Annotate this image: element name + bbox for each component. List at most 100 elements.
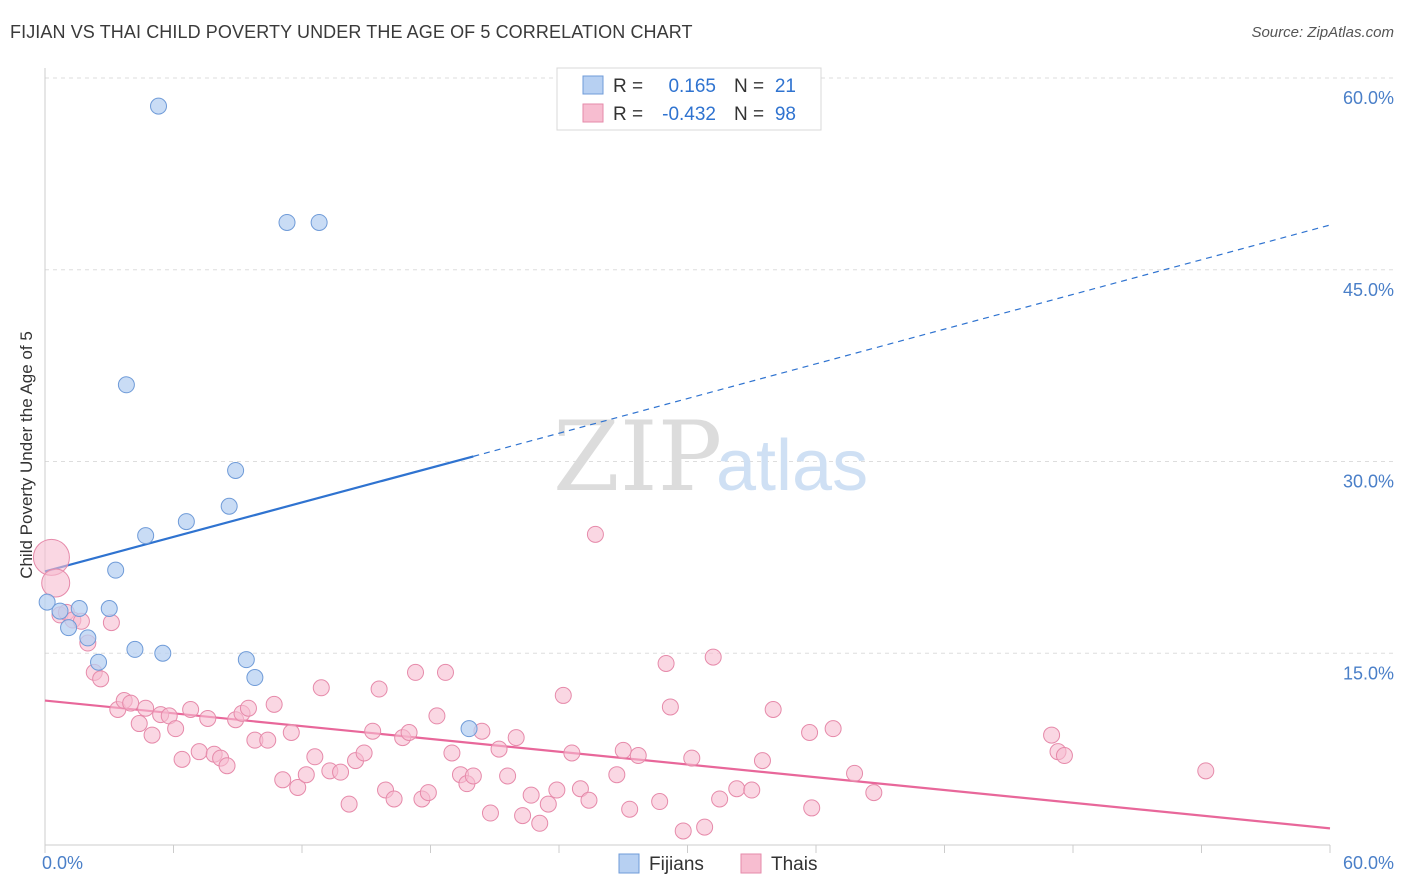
thais-point	[419, 784, 437, 802]
series-legend-swatch-thais	[740, 853, 762, 874]
thais-point	[629, 747, 647, 765]
thais-point	[436, 663, 454, 681]
legend-n-label-1: N =	[734, 76, 764, 97]
thais-point	[173, 750, 191, 768]
thais-point	[167, 720, 185, 738]
chart-title: FIJIAN VS THAI CHILD POVERTY UNDER THE A…	[10, 22, 693, 42]
thais-point	[481, 804, 499, 822]
fijians-point	[60, 619, 78, 637]
trend-lines	[44, 224, 1331, 830]
fijians-point	[70, 600, 88, 618]
thais-point	[580, 791, 598, 809]
thais-point	[282, 724, 300, 742]
thais-point	[464, 767, 482, 785]
thais-point	[182, 700, 200, 718]
fijians-point	[177, 513, 195, 531]
thais-point	[297, 766, 315, 784]
thais-point	[218, 757, 236, 775]
y-tick-labels: 15.0% 30.0% 45.0% 60.0%	[1343, 88, 1394, 683]
thais-point	[563, 744, 581, 762]
thais-point	[1055, 747, 1073, 765]
thais-point	[507, 729, 525, 747]
fijians-points	[38, 97, 478, 738]
x-tick-min: 0.0%	[42, 853, 83, 873]
thais-point	[130, 715, 148, 733]
thais-point	[554, 686, 572, 704]
thais-point	[407, 663, 425, 681]
thais-point	[651, 793, 669, 811]
thais-point	[846, 764, 864, 782]
thais-point	[400, 724, 418, 742]
thais-point	[137, 699, 155, 717]
thais-point	[614, 741, 632, 759]
thais-point	[764, 700, 782, 718]
fijians-point	[90, 653, 108, 671]
thais-point	[657, 654, 675, 672]
thais-point	[683, 749, 701, 767]
thais-point	[490, 740, 508, 758]
fijians-point	[150, 97, 168, 115]
thais-point	[803, 799, 821, 817]
thais-point	[586, 525, 604, 543]
thais-point	[661, 698, 679, 716]
thais-point	[340, 795, 358, 813]
thais-point	[711, 790, 729, 808]
thais-point	[522, 786, 540, 804]
thais-point	[265, 695, 283, 713]
thais-point	[728, 780, 746, 798]
thais-point	[621, 800, 639, 818]
thais-point	[143, 726, 161, 744]
thais-point	[1197, 762, 1215, 780]
legend-r-label-2: R =	[613, 104, 643, 125]
fijians-point	[137, 527, 155, 545]
thais-point	[289, 778, 307, 796]
fijians-point	[79, 629, 97, 647]
fijians-point	[246, 669, 264, 687]
fijians-point	[310, 213, 328, 231]
thais-points	[32, 525, 1215, 840]
fijians-point	[460, 720, 478, 738]
series-legend-swatch-fijians	[618, 853, 640, 874]
series-legend-label-fijians: Fijians	[649, 854, 704, 875]
fijians-point	[38, 593, 56, 611]
thais-point	[1043, 726, 1061, 744]
thais-point	[548, 781, 566, 799]
thais-point	[385, 790, 403, 808]
thais-point	[608, 766, 626, 784]
thais-point	[801, 724, 819, 742]
correlation-legend: R = 0.165 N = 21 R = -0.432 N = 98	[556, 67, 822, 131]
thais-point	[674, 822, 692, 840]
fijians-point	[100, 600, 118, 618]
thais-point	[122, 694, 140, 712]
y-axis-label: Child Poverty Under the Age of 5	[17, 331, 36, 579]
thais-point	[370, 680, 388, 698]
thais-point	[199, 709, 217, 727]
thais-point	[865, 784, 883, 802]
thais-point	[704, 648, 722, 666]
thais-point	[743, 781, 761, 799]
thais-point	[239, 699, 257, 717]
fijians-point	[51, 602, 69, 620]
thais-point	[753, 752, 771, 770]
legend-n-label-2: N =	[734, 104, 764, 125]
thais-point	[531, 814, 549, 832]
thais-point	[41, 568, 71, 598]
thais-point	[428, 707, 446, 725]
axes	[44, 68, 1331, 853]
watermark-atlas: atlas	[716, 426, 868, 506]
series-legend: Fijians Thais	[618, 853, 817, 875]
y-tick-label: 15.0%	[1343, 663, 1394, 683]
thais-point	[306, 748, 324, 766]
thais-point	[514, 807, 532, 825]
legend-r-value-2: -0.432	[662, 104, 716, 125]
y-tick-label: 30.0%	[1343, 472, 1394, 492]
y-tick-label: 45.0%	[1343, 280, 1394, 300]
thais-point	[190, 743, 208, 761]
fijians-point	[237, 651, 255, 669]
legend-n-value-1: 21	[775, 76, 796, 97]
thais-point	[102, 614, 120, 632]
fijians-point	[107, 561, 125, 579]
fijians-trend-line	[44, 455, 474, 573]
thais-point	[92, 670, 110, 688]
